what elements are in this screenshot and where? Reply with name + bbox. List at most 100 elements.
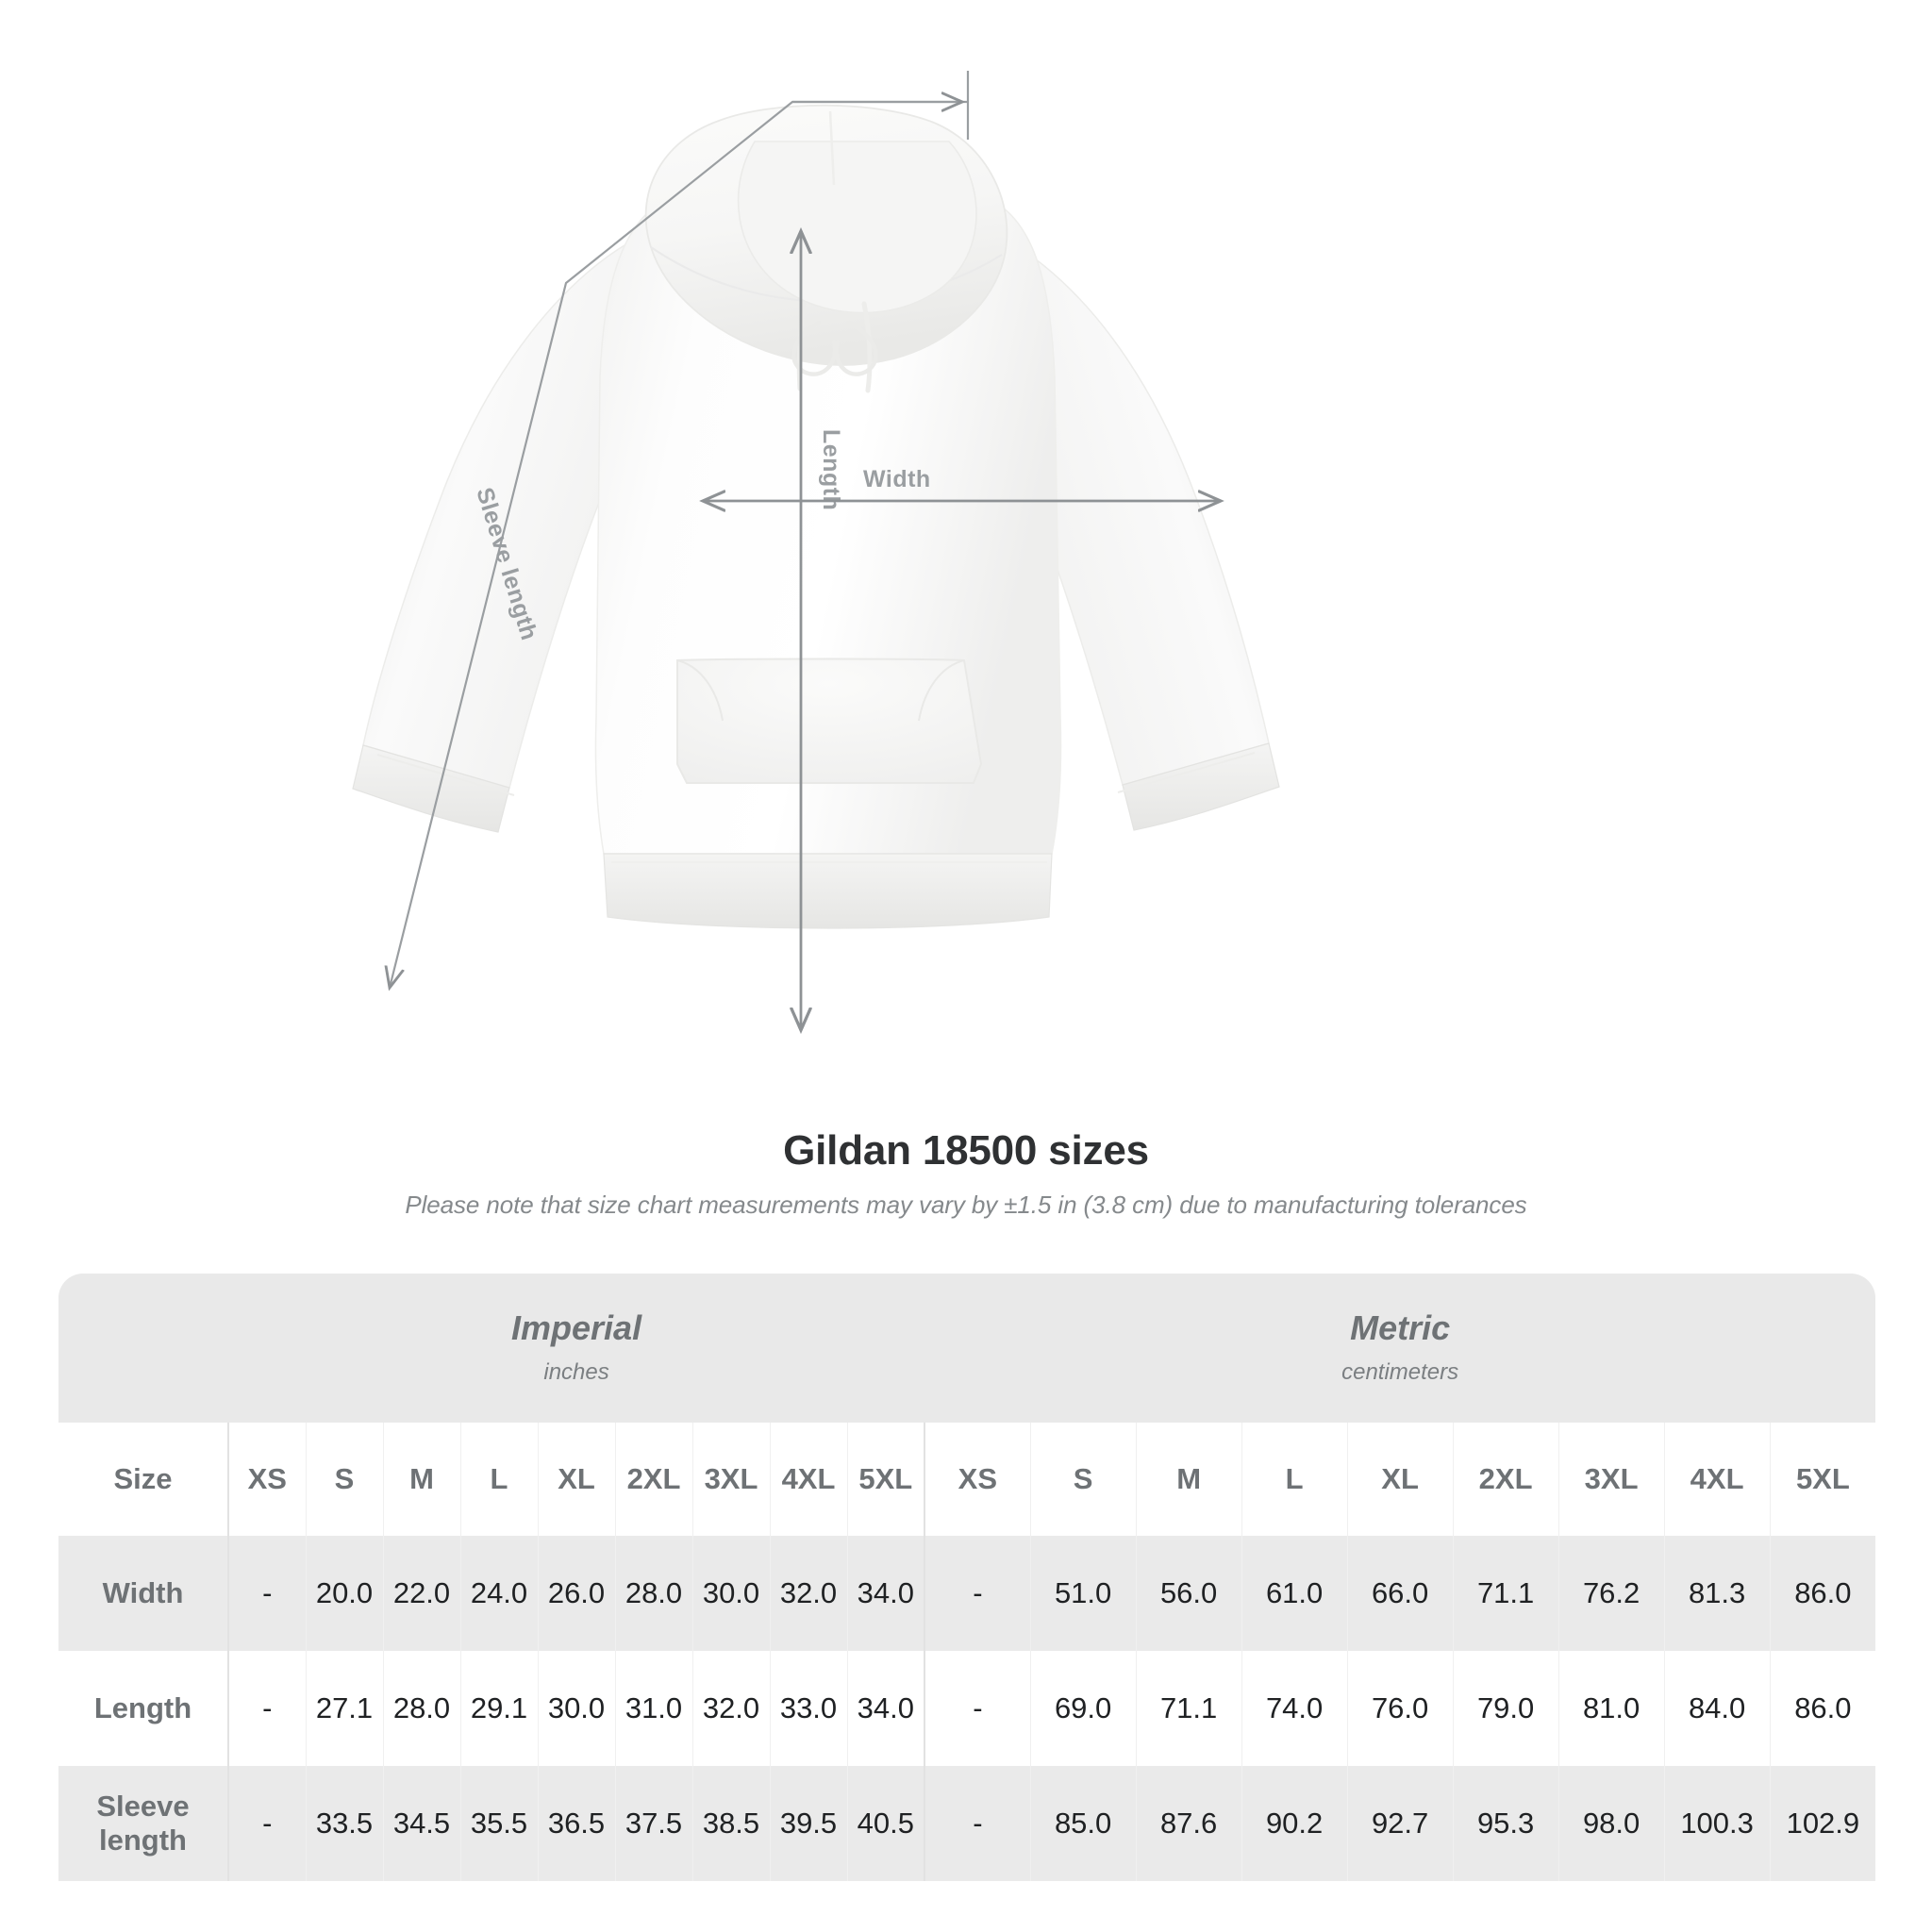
cell-sleeve-imperial-s: 33.5 xyxy=(305,1766,383,1881)
unit-group-imperial-name: Imperial xyxy=(511,1308,642,1348)
cell-length-imperial-5xl: 34.0 xyxy=(846,1651,925,1766)
size-col-imperial-4xl: 4XL xyxy=(769,1423,847,1536)
row-label-width: Width xyxy=(58,1536,228,1651)
unit-group-imperial: Imperial inches xyxy=(228,1274,925,1423)
measurement-annotations: Length Width Sleeve length xyxy=(0,71,1932,1113)
cell-width-imperial-3xl: 30.0 xyxy=(691,1536,770,1651)
unit-group-metric-sub: centimeters xyxy=(1341,1358,1459,1385)
cell-width-metric-xl: 66.0 xyxy=(1346,1536,1454,1651)
size-col-imperial-m: M xyxy=(382,1423,460,1536)
hoodie-measurement-diagram: Length Width Sleeve length xyxy=(0,71,1932,1113)
size-col-metric-3xl: 3XL xyxy=(1557,1423,1665,1536)
size-col-metric-xs: XS xyxy=(924,1423,1031,1536)
cell-sleeve-imperial-4xl: 39.5 xyxy=(769,1766,847,1881)
cell-width-imperial-xl: 26.0 xyxy=(537,1536,615,1651)
size-col-imperial-xl: XL xyxy=(537,1423,615,1536)
cell-sleeve-metric-xs: - xyxy=(924,1766,1031,1881)
size-table-container: Imperial inches Metric centimeters Size … xyxy=(58,1274,1876,1881)
cell-length-imperial-xs: - xyxy=(227,1651,306,1766)
cell-width-imperial-s: 20.0 xyxy=(305,1536,383,1651)
sleeve-length-leader xyxy=(390,100,967,988)
cell-sleeve-metric-m: 87.6 xyxy=(1135,1766,1242,1881)
length-label: Length xyxy=(818,429,844,510)
size-col-metric-xl: XL xyxy=(1346,1423,1454,1536)
title-block: Gildan 18500 sizes Please note that size… xyxy=(0,1127,1932,1220)
cell-width-metric-3xl: 76.2 xyxy=(1557,1536,1665,1651)
cell-width-metric-5xl: 86.0 xyxy=(1769,1536,1876,1651)
size-col-imperial-s: S xyxy=(305,1423,383,1536)
row-label-sleeve-length: Sleeve length xyxy=(58,1766,228,1881)
cell-width-metric-m: 56.0 xyxy=(1135,1536,1242,1651)
size-col-metric-5xl: 5XL xyxy=(1769,1423,1876,1536)
cell-sleeve-metric-s: 85.0 xyxy=(1029,1766,1137,1881)
tolerance-note: Please note that size chart measurements… xyxy=(405,1191,1527,1220)
unit-group-metric: Metric centimeters xyxy=(924,1274,1876,1423)
size-col-metric-4xl: 4XL xyxy=(1663,1423,1771,1536)
cell-sleeve-imperial-l: 35.5 xyxy=(459,1766,538,1881)
cell-length-metric-l: 74.0 xyxy=(1241,1651,1348,1766)
cell-sleeve-metric-2xl: 95.3 xyxy=(1452,1766,1559,1881)
cell-length-metric-xs: - xyxy=(924,1651,1031,1766)
size-col-metric-2xl: 2XL xyxy=(1452,1423,1559,1536)
cell-length-metric-s: 69.0 xyxy=(1029,1651,1137,1766)
cell-sleeve-metric-5xl: 102.9 xyxy=(1769,1766,1876,1881)
cell-length-imperial-xl: 30.0 xyxy=(537,1651,615,1766)
cell-length-imperial-s: 27.1 xyxy=(305,1651,383,1766)
size-col-imperial-2xl: 2XL xyxy=(614,1423,692,1536)
cell-width-metric-4xl: 81.3 xyxy=(1663,1536,1771,1651)
cell-length-metric-xl: 76.0 xyxy=(1346,1651,1454,1766)
width-label: Width xyxy=(863,466,931,492)
size-col-metric-m: M xyxy=(1135,1423,1242,1536)
cell-length-metric-2xl: 79.0 xyxy=(1452,1651,1559,1766)
cell-width-metric-l: 61.0 xyxy=(1241,1536,1348,1651)
cell-sleeve-imperial-m: 34.5 xyxy=(382,1766,460,1881)
cell-sleeve-metric-3xl: 98.0 xyxy=(1557,1766,1665,1881)
cell-sleeve-metric-l: 90.2 xyxy=(1241,1766,1348,1881)
row-label-length: Length xyxy=(58,1651,228,1766)
cell-sleeve-imperial-xl: 36.5 xyxy=(537,1766,615,1881)
cell-width-imperial-5xl: 34.0 xyxy=(846,1536,925,1651)
cell-width-metric-xs: - xyxy=(924,1536,1031,1651)
size-col-imperial-5xl: 5XL xyxy=(846,1423,925,1536)
cell-sleeve-imperial-5xl: 40.5 xyxy=(846,1766,925,1881)
cell-width-imperial-m: 22.0 xyxy=(382,1536,460,1651)
cell-length-imperial-l: 29.1 xyxy=(459,1651,538,1766)
size-table: Imperial inches Metric centimeters Size … xyxy=(58,1274,1876,1881)
table-row-width: Width - 20.0 22.0 24.0 26.0 28.0 30.0 32… xyxy=(58,1536,1876,1651)
size-row-label: Size xyxy=(58,1423,228,1536)
unit-header-row: Imperial inches Metric centimeters xyxy=(58,1274,1876,1423)
cell-length-metric-3xl: 81.0 xyxy=(1557,1651,1665,1766)
cell-length-metric-4xl: 84.0 xyxy=(1663,1651,1771,1766)
cell-length-imperial-m: 28.0 xyxy=(382,1651,460,1766)
cell-sleeve-metric-4xl: 100.3 xyxy=(1663,1766,1771,1881)
cell-sleeve-metric-xl: 92.7 xyxy=(1346,1766,1454,1881)
cell-length-imperial-2xl: 31.0 xyxy=(614,1651,692,1766)
table-row-length: Length - 27.1 28.0 29.1 30.0 31.0 32.0 3… xyxy=(58,1651,1876,1766)
cell-width-imperial-4xl: 32.0 xyxy=(769,1536,847,1651)
cell-length-metric-m: 71.1 xyxy=(1135,1651,1242,1766)
cell-sleeve-imperial-xs: - xyxy=(227,1766,306,1881)
cell-sleeve-imperial-2xl: 37.5 xyxy=(614,1766,692,1881)
size-col-metric-l: L xyxy=(1241,1423,1348,1536)
size-header-row: Size XS S M L XL 2XL 3XL 4XL 5XL XS S M … xyxy=(58,1423,1876,1536)
unit-group-metric-name: Metric xyxy=(1350,1308,1451,1348)
hoodie-illustration xyxy=(352,104,1280,929)
size-col-imperial-3xl: 3XL xyxy=(691,1423,770,1536)
cell-width-imperial-l: 24.0 xyxy=(459,1536,538,1651)
unit-group-imperial-sub: inches xyxy=(543,1358,609,1385)
cell-width-metric-2xl: 71.1 xyxy=(1452,1536,1559,1651)
cell-length-metric-5xl: 86.0 xyxy=(1769,1651,1876,1766)
cell-width-imperial-2xl: 28.0 xyxy=(614,1536,692,1651)
cell-sleeve-imperial-3xl: 38.5 xyxy=(691,1766,770,1881)
size-col-imperial-l: L xyxy=(459,1423,538,1536)
cell-length-imperial-3xl: 32.0 xyxy=(691,1651,770,1766)
cell-width-metric-s: 51.0 xyxy=(1029,1536,1137,1651)
cell-width-imperial-xs: - xyxy=(227,1536,306,1651)
table-row-sleeve-length: Sleeve length - 33.5 34.5 35.5 36.5 37.5… xyxy=(58,1766,1876,1881)
page-title: Gildan 18500 sizes xyxy=(783,1127,1149,1174)
size-col-metric-s: S xyxy=(1029,1423,1137,1536)
size-col-imperial-xs: XS xyxy=(227,1423,306,1536)
unit-header-spacer xyxy=(58,1274,228,1423)
cell-length-imperial-4xl: 33.0 xyxy=(769,1651,847,1766)
